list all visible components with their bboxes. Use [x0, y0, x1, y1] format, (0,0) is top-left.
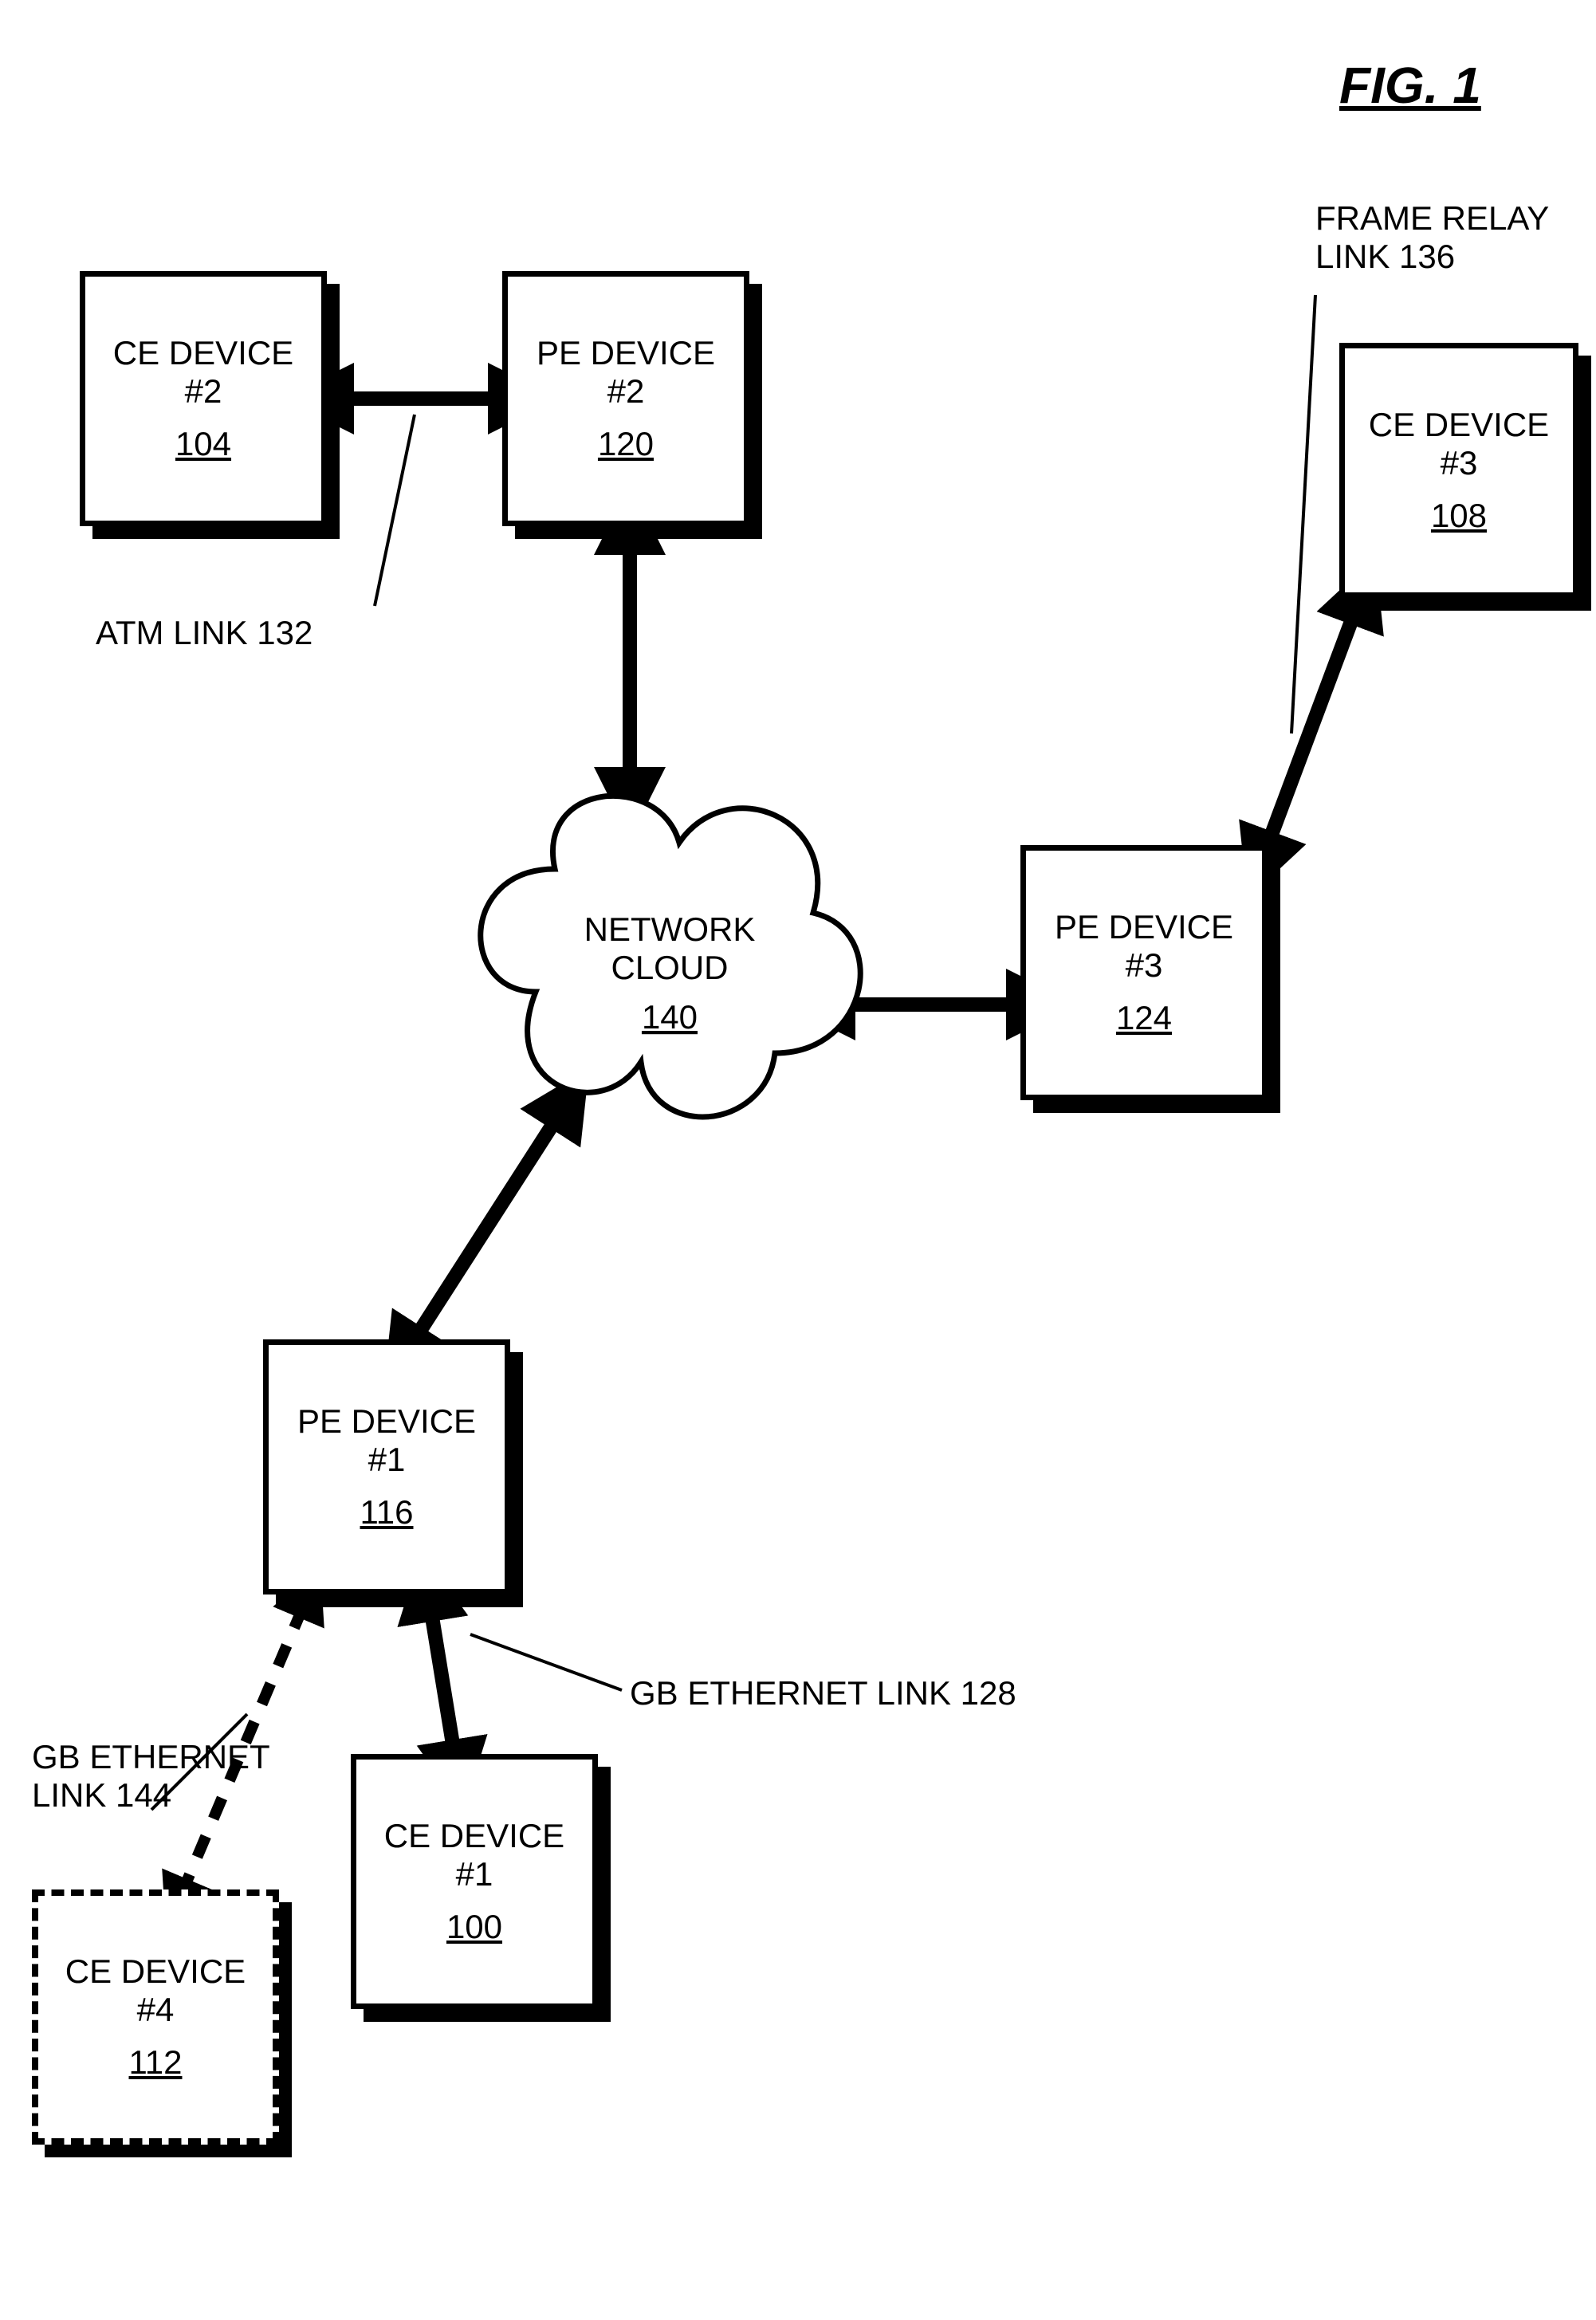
node-name: CE DEVICE #2	[113, 334, 293, 411]
node-name: PE DEVICE #1	[297, 1402, 476, 1479]
node-number: 116	[360, 1493, 414, 1532]
label-gbe1: GB ETHERNET LINK 128	[630, 1674, 1016, 1712]
cloud-number: 140	[642, 998, 698, 1036]
arrow-pe1_ce1	[430, 1607, 454, 1754]
node-face: CE DEVICE #2 104	[80, 271, 327, 526]
node-pe2: PE DEVICE #2 120	[502, 271, 749, 526]
node-number: 100	[446, 1908, 502, 1946]
node-name: CE DEVICE #1	[384, 1817, 564, 1893]
node-number: 108	[1431, 497, 1487, 535]
node-face: PE DEVICE #1 116	[263, 1339, 510, 1595]
node-face: PE DEVICE #3 124	[1020, 845, 1268, 1100]
figure-title: FIG. 1	[1339, 56, 1481, 115]
node-number: 104	[175, 425, 231, 463]
node-ce4: CE DEVICE #4 112	[32, 1889, 279, 2145]
node-name: CE DEVICE #3	[1369, 406, 1549, 482]
arrow-pe3_ce3	[1268, 611, 1355, 845]
node-name: PE DEVICE #2	[537, 334, 715, 411]
node-ce1: CE DEVICE #1 100	[351, 1754, 598, 2009]
node-face: CE DEVICE #3 108	[1339, 343, 1578, 598]
node-face: CE DEVICE #4 112	[32, 1889, 279, 2145]
leader-atm	[375, 415, 415, 606]
node-number: 112	[129, 2043, 183, 2082]
arrow-cloud_pe1	[415, 1116, 558, 1339]
label-fr: FRAME RELAY LINK 136	[1315, 199, 1549, 276]
leader-gbe1	[470, 1634, 622, 1690]
node-pe1: PE DEVICE #1 116	[263, 1339, 510, 1595]
node-name: PE DEVICE #3	[1055, 908, 1233, 985]
node-number: 124	[1116, 999, 1172, 1037]
label-gbe4: GB ETHERNET LINK 144	[32, 1738, 270, 1815]
node-face: PE DEVICE #2 120	[502, 271, 749, 526]
node-name: CE DEVICE #4	[65, 1952, 246, 2029]
node-face: CE DEVICE #1 100	[351, 1754, 598, 2009]
node-pe3: PE DEVICE #3 124	[1020, 845, 1268, 1100]
label-atm: ATM LINK 132	[96, 614, 313, 652]
node-ce3: CE DEVICE #3 108	[1339, 343, 1578, 598]
figure-canvas: NETWORKCLOUD 140 FIG. 1 CE DEVICE #2104P…	[0, 0, 1596, 2320]
node-number: 120	[598, 425, 654, 463]
leader-fr	[1291, 295, 1315, 733]
node-ce2: CE DEVICE #2 104	[80, 271, 327, 526]
